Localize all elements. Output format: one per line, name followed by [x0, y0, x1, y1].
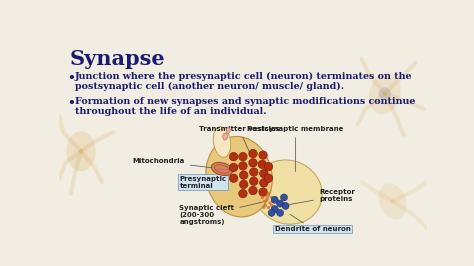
Text: Formation of new synapses and synaptic modifications continue: Formation of new synapses and synaptic m…	[75, 97, 415, 106]
Circle shape	[265, 194, 269, 198]
Circle shape	[258, 160, 266, 169]
Circle shape	[271, 206, 278, 213]
Text: Transmitter vesicles: Transmitter vesicles	[199, 126, 280, 154]
Circle shape	[249, 149, 257, 158]
Text: Presynaptic
terminal: Presynaptic terminal	[179, 176, 227, 189]
Circle shape	[229, 163, 238, 172]
Circle shape	[264, 203, 267, 207]
Text: •: •	[67, 97, 75, 110]
Circle shape	[277, 200, 283, 207]
Circle shape	[249, 186, 257, 195]
Circle shape	[229, 174, 238, 182]
Circle shape	[259, 151, 267, 159]
Circle shape	[239, 152, 247, 161]
Circle shape	[249, 168, 258, 176]
Ellipse shape	[211, 163, 233, 176]
Text: postsynaptic cell (another neuron/ muscle/ gland).: postsynaptic cell (another neuron/ muscl…	[75, 82, 344, 91]
Text: throughout the life of an individual.: throughout the life of an individual.	[75, 107, 266, 116]
Circle shape	[249, 159, 257, 167]
Ellipse shape	[378, 183, 407, 219]
Circle shape	[270, 203, 273, 207]
Text: Synaptic cleft
(200-300
angstroms): Synaptic cleft (200-300 angstroms)	[179, 202, 263, 225]
Circle shape	[229, 152, 238, 161]
Circle shape	[264, 163, 273, 171]
Circle shape	[379, 87, 391, 100]
Circle shape	[262, 206, 265, 209]
Ellipse shape	[369, 73, 401, 114]
Ellipse shape	[226, 127, 230, 134]
Circle shape	[267, 206, 270, 209]
Circle shape	[271, 196, 278, 203]
Circle shape	[271, 208, 274, 211]
Circle shape	[267, 192, 270, 195]
Circle shape	[239, 180, 248, 189]
Circle shape	[239, 189, 247, 198]
Circle shape	[282, 202, 289, 209]
Text: Synapse: Synapse	[70, 49, 166, 69]
Text: Dendrite of neuron: Dendrite of neuron	[275, 214, 350, 232]
Text: Receptor
proteins: Receptor proteins	[284, 189, 355, 205]
Text: Postsynaptic membrane: Postsynaptic membrane	[247, 126, 344, 172]
Circle shape	[265, 198, 269, 201]
Circle shape	[260, 178, 268, 187]
Circle shape	[239, 171, 248, 179]
Ellipse shape	[206, 136, 272, 217]
Circle shape	[272, 199, 275, 202]
Ellipse shape	[223, 133, 228, 140]
Text: •: •	[67, 72, 75, 85]
Circle shape	[239, 162, 247, 170]
Circle shape	[259, 188, 267, 196]
Circle shape	[281, 194, 288, 201]
Circle shape	[264, 174, 273, 182]
Ellipse shape	[254, 160, 322, 224]
Circle shape	[261, 196, 264, 199]
Circle shape	[249, 177, 258, 186]
Ellipse shape	[213, 127, 231, 157]
Text: Mitochondria: Mitochondria	[133, 158, 219, 169]
Circle shape	[277, 209, 283, 216]
Circle shape	[268, 209, 275, 216]
Circle shape	[270, 196, 273, 199]
Circle shape	[260, 169, 268, 178]
Ellipse shape	[66, 131, 96, 171]
Text: Junction where the presynaptic cell (neuron) terminates on the: Junction where the presynaptic cell (neu…	[75, 72, 412, 81]
Circle shape	[268, 201, 272, 205]
Circle shape	[263, 200, 266, 203]
